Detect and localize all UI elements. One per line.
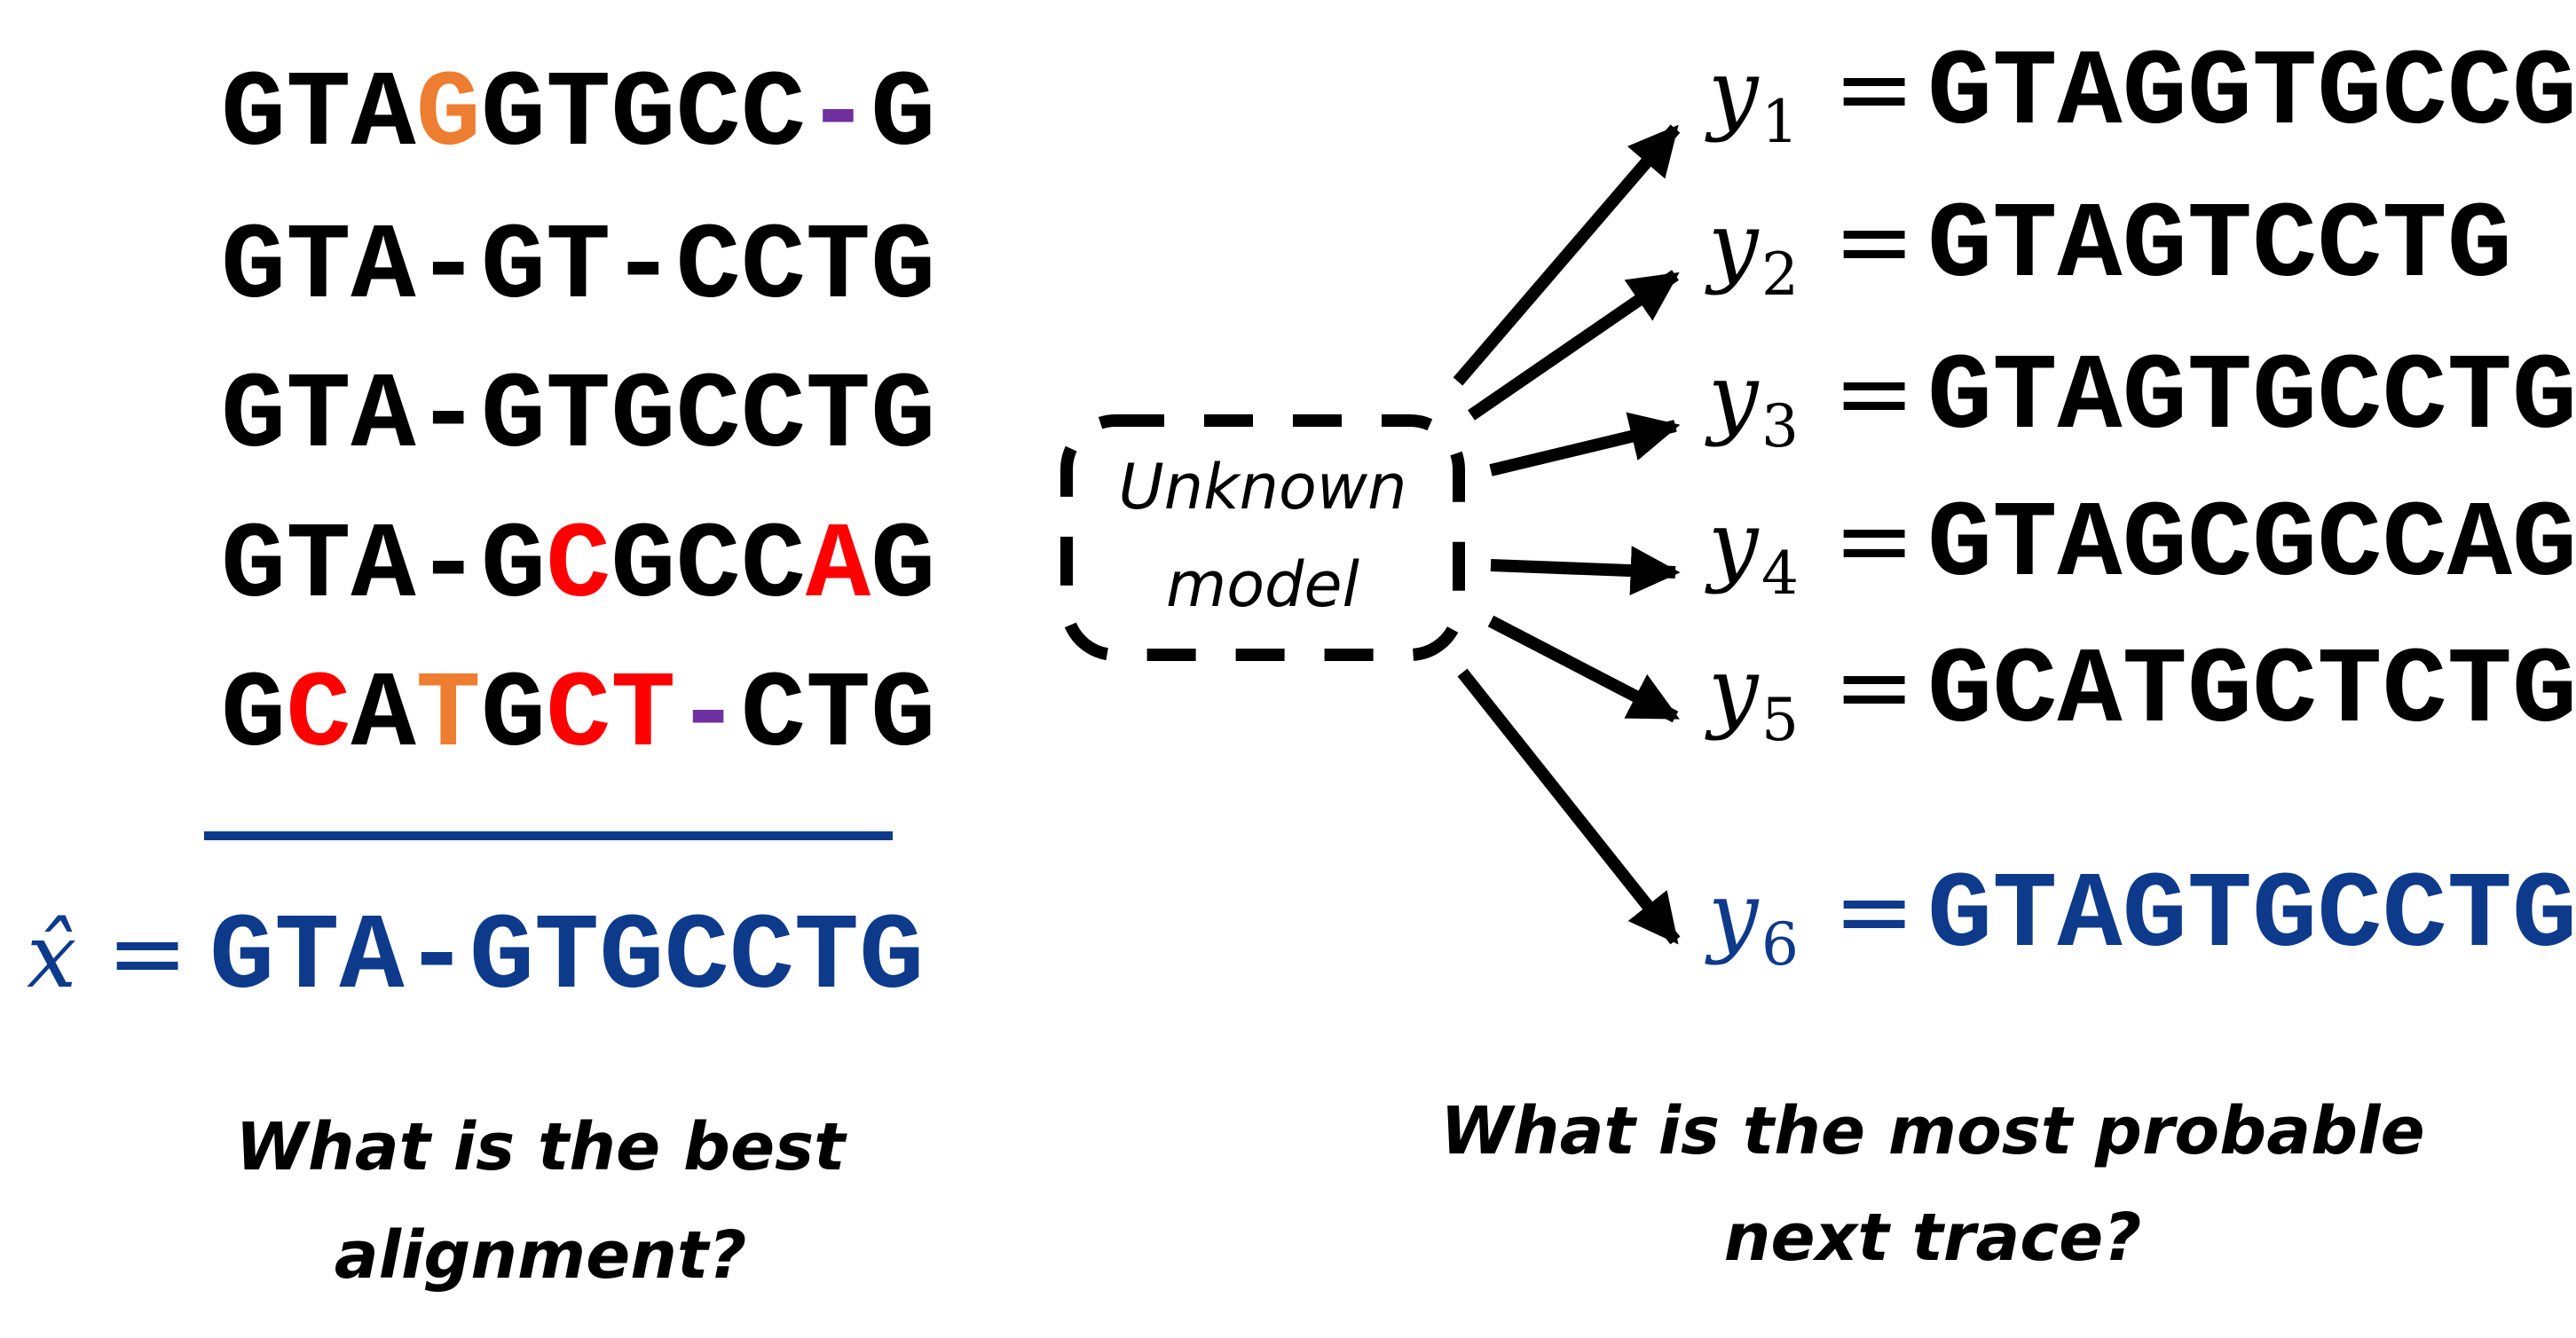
alignment-question-line1: What is the best <box>235 1109 847 1185</box>
highlighted-segment: A <box>806 505 871 628</box>
trace-row: y 6 = GTAGTGCCTG <box>1705 854 2576 979</box>
arrow-to-y5 <box>1487 615 1680 723</box>
trace-sequence: GTAGTGCCTG <box>1927 336 2576 460</box>
alignment-row: GTAGGTGCC-G <box>221 53 935 177</box>
highlighted-segment: - <box>676 654 741 777</box>
trace-row: y 4 = GTAGCGCCAG <box>1705 484 2576 608</box>
arrow-to-y2 <box>1468 270 1680 421</box>
highlighted-segment: C <box>286 654 351 777</box>
sequence-segment: GTA-G <box>221 505 546 628</box>
highlighted-segment: G <box>416 53 481 177</box>
sequence-segment: A <box>351 654 416 777</box>
trace-variable: y <box>1705 638 1760 742</box>
trace-equals: = <box>1833 185 1915 298</box>
alignment-question-line2: alignment? <box>335 1217 747 1294</box>
trace-subscript: 2 <box>1761 240 1799 309</box>
trace-equals: = <box>1833 854 1915 968</box>
trace-subscript: 3 <box>1761 392 1799 460</box>
arrow-to-y6 <box>1457 668 1681 945</box>
sequence-segment: GTA <box>221 53 416 177</box>
trace-question-line1: What is the most probable <box>1440 1093 2424 1169</box>
trace-row: y 2 = GTAGTCCTG <box>1705 185 2512 309</box>
trace-variable: y <box>1705 344 1760 448</box>
trace-equals: = <box>1833 630 1915 744</box>
sequence-segment: GTGCC <box>481 53 806 177</box>
trace-row: y 1 = GTAGGTGCCG <box>1705 32 2576 156</box>
arrow-to-y4 <box>1490 546 1681 596</box>
consensus-sequence: GTA-GTGCCTG <box>209 896 924 1019</box>
alignment-rows: GTAGGTGCC-GGTA-GT-CCTGGTA-GTGCCTGGTA-GCG… <box>221 53 935 777</box>
trace-variable: y <box>1705 492 1760 595</box>
arrows <box>1453 124 1681 945</box>
alignment-row: GCATGCT-CTG <box>221 654 935 777</box>
highlighted-segment: - <box>806 53 870 177</box>
arrow-to-y3 <box>1489 412 1681 476</box>
trace-question-line2: next trace? <box>1724 1200 2142 1276</box>
sequence-segment: GCC <box>611 505 806 628</box>
highlighted-segment: T <box>416 654 481 777</box>
alignment-row: GTA-GCGCCAG <box>221 505 935 628</box>
model-label-line2: model <box>1166 548 1360 621</box>
consensus-row: x̂ = GTA-GTGCCTG <box>27 896 924 1019</box>
trace-equals: = <box>1833 32 1915 146</box>
sequence-segment: G <box>870 53 935 177</box>
trace-sequence: GTAGGTGCCG <box>1927 32 2576 155</box>
trace-sequence: GCATGCTCTG <box>1927 630 2576 753</box>
sequence-segment: G <box>870 505 935 628</box>
sequence-segment: CTG <box>741 654 936 777</box>
trace-variable: y <box>1705 862 1760 966</box>
trace-variable: y <box>1705 40 1760 144</box>
trace-sequence: GTAGCGCCAG <box>1927 484 2576 607</box>
consensus-symbol: x̂ <box>27 904 76 1008</box>
trace-subscript: 5 <box>1761 686 1799 754</box>
trace-sequence: GTAGTGCCTG <box>1927 854 2576 978</box>
highlighted-segment: CT <box>546 654 675 777</box>
trace-variable: y <box>1705 193 1760 296</box>
alignment-row: GTA-GTGCCTG <box>221 355 935 478</box>
consensus-equals: = <box>106 896 188 1010</box>
trace-sequence: GTAGTCCTG <box>1927 185 2512 308</box>
alignment-row: GTA-GT-CCTG <box>221 206 935 329</box>
sequence-segment: G <box>221 654 286 777</box>
model-label-line1: Unknown <box>1119 451 1407 523</box>
highlighted-segment: C <box>546 505 611 628</box>
trace-subscript: 6 <box>1761 910 1799 979</box>
sequence-segment: GTA-GT-CCTG <box>221 206 935 329</box>
unknown-model-box <box>1060 414 1465 661</box>
arrow-to-y1 <box>1453 124 1681 386</box>
sequence-segment: G <box>481 654 546 777</box>
trace-row: y 5 = GCATGCTCTG <box>1705 630 2576 754</box>
trace-row: y 3 = GTAGTGCCTG <box>1705 336 2576 460</box>
sequence-segment: GTA-GTGCCTG <box>221 355 935 478</box>
trace-subscript: 1 <box>1761 88 1799 156</box>
trace-equals: = <box>1833 484 1915 597</box>
trace-subscript: 4 <box>1761 539 1799 608</box>
trace-equals: = <box>1833 336 1915 450</box>
